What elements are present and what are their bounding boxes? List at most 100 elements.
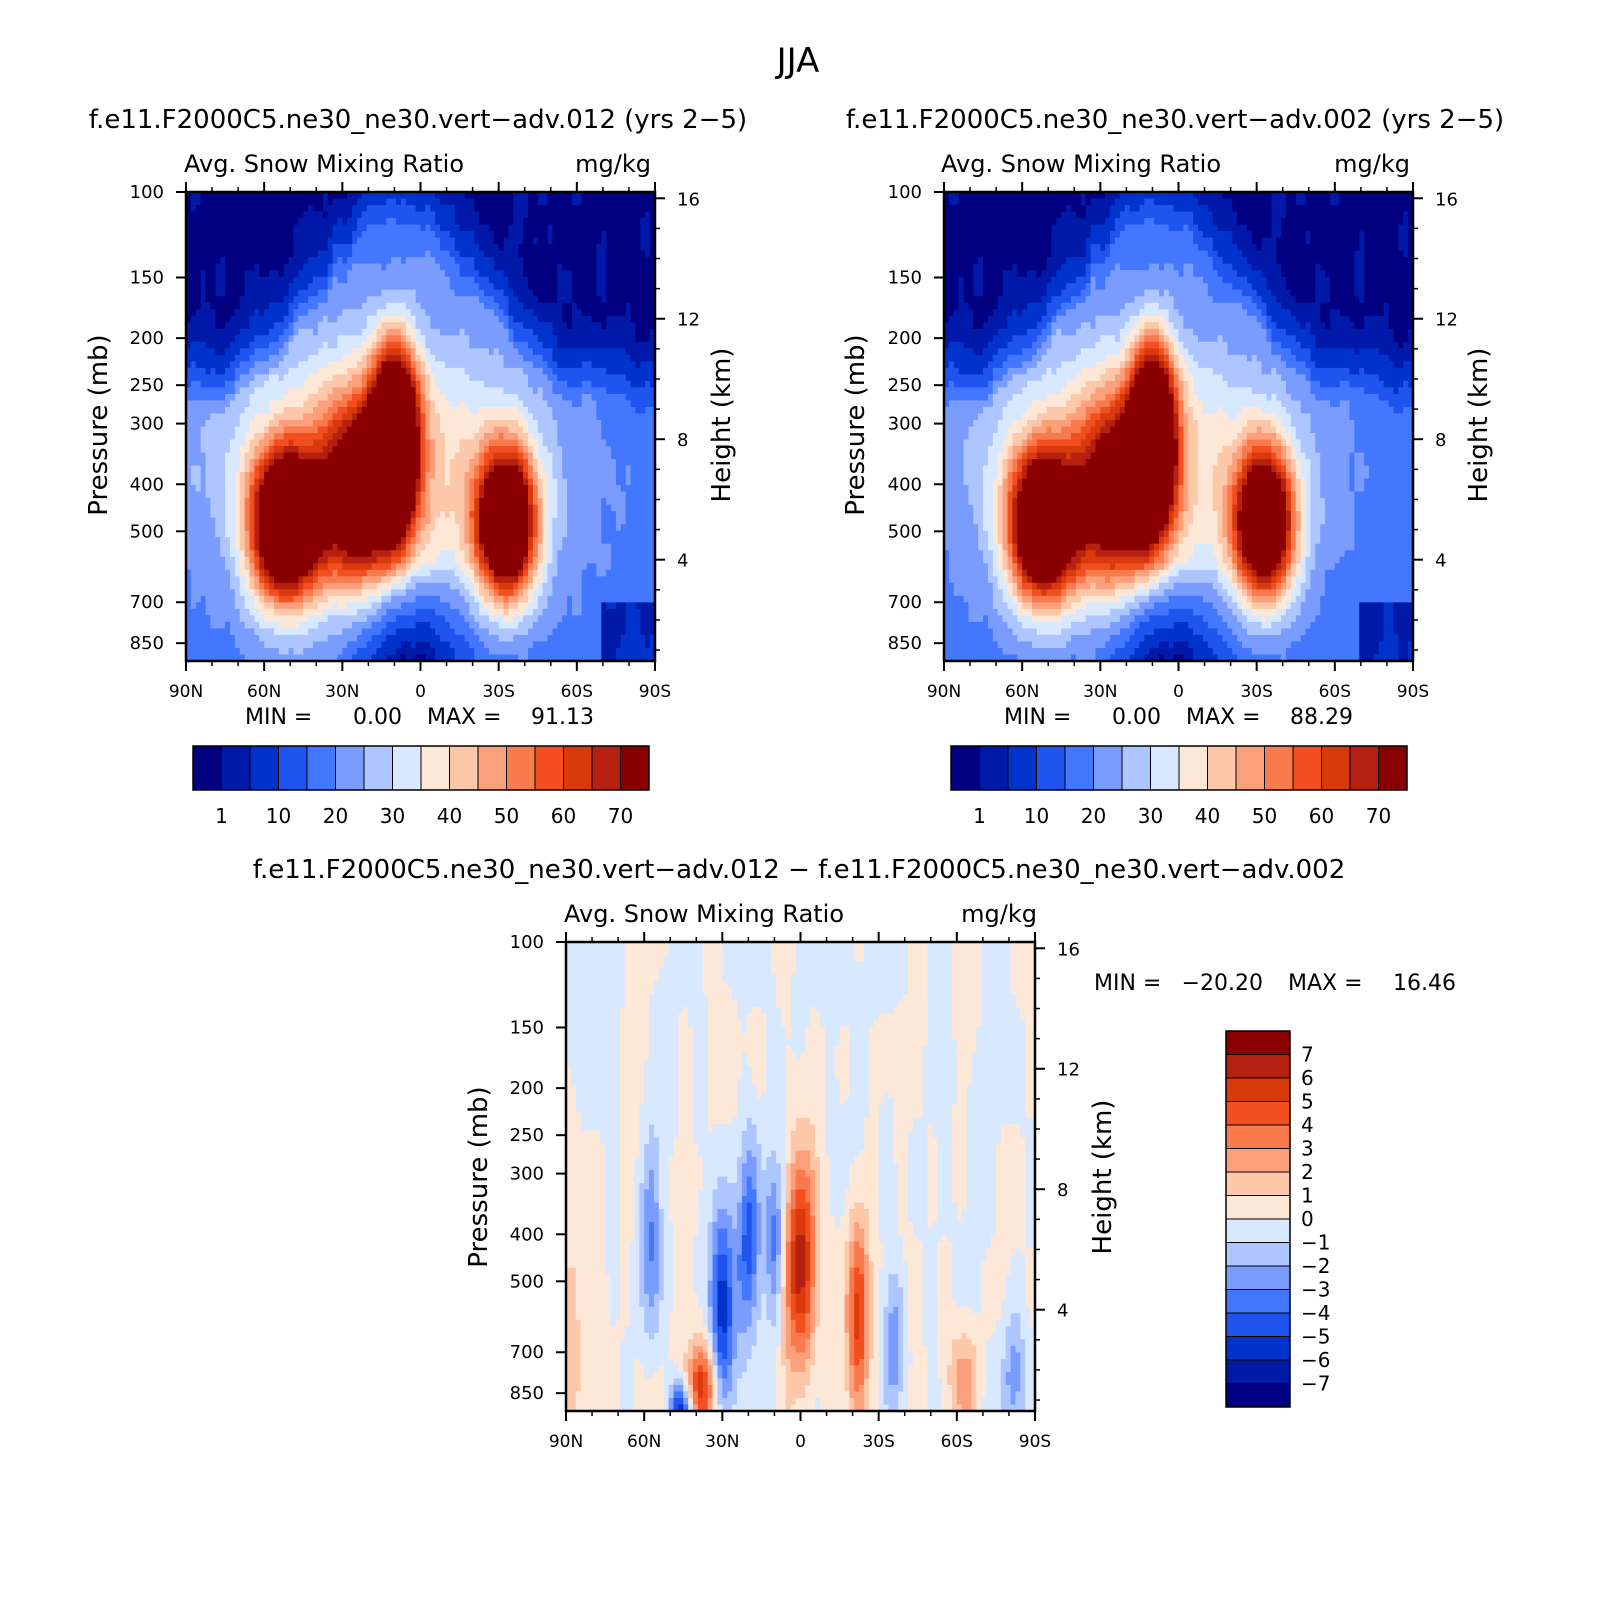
colorbar-label: −3 xyxy=(1301,1278,1330,1302)
y-tick-label-right: 8 xyxy=(1057,1180,1068,1201)
y-tick-label: 300 xyxy=(888,414,922,435)
colorbar-swatch xyxy=(1225,1054,1291,1079)
x-tick-label: 60N xyxy=(247,682,281,702)
y-tick-label: 500 xyxy=(510,1271,544,1292)
y-tick-label-right: 8 xyxy=(1435,430,1446,451)
colorbar-frame xyxy=(950,745,1408,791)
colorbar-swatch xyxy=(1225,1124,1291,1149)
colorbar-label: 10 xyxy=(266,804,291,828)
contour-field xyxy=(186,192,656,662)
y-tick-label: 700 xyxy=(888,592,922,613)
y-tick-label: 250 xyxy=(888,375,922,396)
colorbar-swatch xyxy=(1321,745,1351,791)
colorbar-label: −6 xyxy=(1301,1348,1330,1372)
y-tick-label: 200 xyxy=(888,328,922,349)
colorbar-swatch xyxy=(1150,745,1180,791)
x-tick-label: 0 xyxy=(1173,682,1184,702)
y-tick-label: 850 xyxy=(510,1383,544,1404)
colorbar-label: 70 xyxy=(1366,804,1391,828)
y-axis-label: Pressure (mb) xyxy=(464,1086,494,1267)
x-tick-label: 30N xyxy=(705,1432,739,1452)
colorbar-swatch xyxy=(1235,745,1265,791)
colorbar-swatch xyxy=(1349,745,1379,791)
colorbar-label: 2 xyxy=(1301,1160,1314,1184)
colorbar-swatch xyxy=(1225,1289,1291,1314)
y-tick-label: 300 xyxy=(130,414,164,435)
colorbar-swatch xyxy=(1225,1171,1291,1196)
y-tick-label: 100 xyxy=(510,932,544,953)
y-tick-label-right: 16 xyxy=(1057,939,1080,960)
y-tick-label: 400 xyxy=(888,474,922,495)
colorbar-label: 50 xyxy=(494,804,519,828)
colorbar-swatch xyxy=(1225,1218,1291,1243)
colorbar-swatch xyxy=(1007,745,1037,791)
colorbar-label: 0 xyxy=(1301,1207,1314,1231)
min-value: −20.20 xyxy=(1182,971,1263,996)
colorbar-label: −7 xyxy=(1301,1372,1330,1396)
y-tick-label: 400 xyxy=(510,1224,544,1245)
colorbar-label: 4 xyxy=(1301,1113,1314,1137)
min-label: MIN = xyxy=(1094,971,1161,996)
max-value: 88.29 xyxy=(1290,705,1353,730)
colorbar-swatch xyxy=(1178,745,1208,791)
colorbar-swatch xyxy=(1292,745,1322,791)
colorbar: 1 10 20 30 40 50 60 70 xyxy=(192,745,650,828)
colorbar-swatch xyxy=(1064,745,1094,791)
colorbar-swatch xyxy=(420,745,450,791)
colorbar-swatch xyxy=(192,745,222,791)
panel-difference: f.e11.F2000C5.ne30_ne30.vert−adv.012 − f… xyxy=(253,855,1456,1452)
max-value: 16.46 xyxy=(1393,971,1456,996)
y-tick-label-right: 4 xyxy=(1057,1301,1068,1322)
figure-title: JJA xyxy=(775,41,820,81)
colorbar-swatch xyxy=(563,745,593,791)
colorbar-label: 1 xyxy=(1301,1184,1314,1208)
colorbar-label: −4 xyxy=(1301,1301,1330,1325)
left-subtitle: Avg. Snow Mixing Ratio xyxy=(564,900,844,928)
colorbar-label: −1 xyxy=(1301,1231,1330,1255)
y-axis-label: Pressure (mb) xyxy=(841,334,871,515)
colorbar-swatch xyxy=(1225,1336,1291,1361)
axis-ticks: 90N 60N 30N 0 30S 60S 90S 100 150 200 250 300 400 500… xyxy=(888,182,1458,702)
x-tick-label: 60N xyxy=(1005,682,1039,702)
x-tick-label: 60S xyxy=(1319,682,1351,702)
contour-field xyxy=(944,192,1414,662)
x-tick-label: 90S xyxy=(639,682,671,702)
colorbar-label: 30 xyxy=(380,804,405,828)
x-tick-label: 60N xyxy=(627,1432,661,1452)
colorbar-label: 30 xyxy=(1138,804,1163,828)
colorbar-label: 20 xyxy=(1081,804,1106,828)
max-value: 91.13 xyxy=(531,705,594,730)
x-tick-label: 60S xyxy=(941,1432,973,1452)
min-label: MIN = xyxy=(1004,705,1071,730)
x-tick-label: 60S xyxy=(561,682,593,702)
y-tick-label-right: 4 xyxy=(1435,551,1446,572)
y-tick-label: 700 xyxy=(510,1342,544,1363)
x-tick-label: 30S xyxy=(862,1432,894,1452)
colorbar-label: 50 xyxy=(1252,804,1277,828)
colorbar-swatch xyxy=(1036,745,1066,791)
colorbar-label: 60 xyxy=(551,804,576,828)
panel-run-002: f.e11.F2000C5.ne30_ne30.vert−adv.002 (yr… xyxy=(841,105,1504,828)
panel-title: f.e11.F2000C5.ne30_ne30.vert−adv.002 (yr… xyxy=(846,105,1504,135)
x-tick-label: 30S xyxy=(1240,682,1272,702)
colorbar-swatch xyxy=(1093,745,1123,791)
x-tick-label: 90N xyxy=(927,682,961,702)
x-tick-label: 30N xyxy=(325,682,359,702)
colorbar-frame xyxy=(1225,1030,1291,1408)
colorbar-label: −2 xyxy=(1301,1254,1330,1278)
colorbar-swatch xyxy=(1225,1077,1291,1102)
y-tick-label: 250 xyxy=(510,1125,544,1146)
colorbar-swatch xyxy=(335,745,365,791)
colorbar-swatch xyxy=(363,745,393,791)
right-subtitle: mg/kg xyxy=(575,150,651,178)
y-tick-label: 100 xyxy=(888,182,922,203)
colorbar-swatch xyxy=(620,745,650,791)
colorbar-label: 20 xyxy=(323,804,348,828)
colorbar-swatch xyxy=(1225,1242,1291,1267)
y-axis-label-right: Height (km) xyxy=(1088,1100,1118,1255)
colorbar-swatch xyxy=(477,745,507,791)
colorbar-swatch xyxy=(979,745,1009,791)
min-value: 0.00 xyxy=(1112,705,1161,730)
colorbar-label: 40 xyxy=(437,804,462,828)
